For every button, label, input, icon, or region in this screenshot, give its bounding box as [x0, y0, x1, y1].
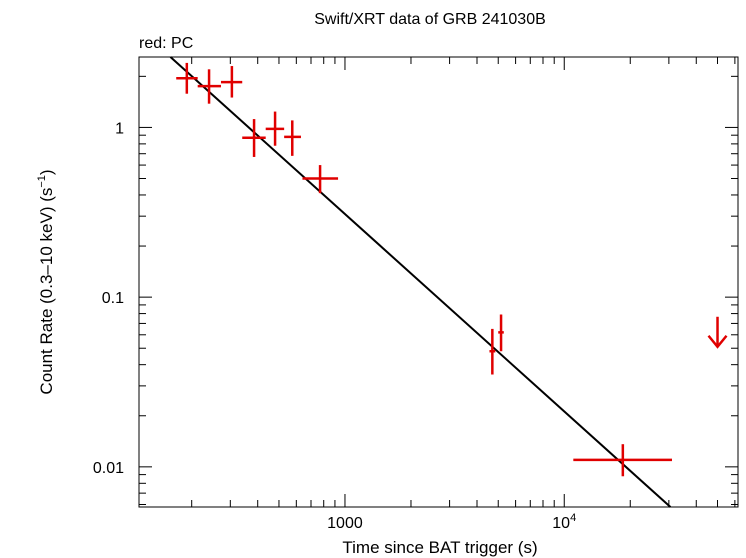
data-point — [498, 314, 504, 352]
data-point — [573, 444, 672, 477]
data-point — [242, 119, 266, 157]
y-axis-label: Count Rate (0.3–10 keV) (s−1) — [36, 169, 56, 394]
y-tick-label: 0.01 — [93, 460, 124, 477]
plot-frame — [138, 56, 739, 508]
data-point — [265, 111, 285, 146]
x-tick-label: 104 — [552, 512, 576, 532]
data-point — [489, 328, 496, 375]
y-tick-label: 1 — [115, 120, 124, 137]
data-point — [284, 120, 301, 156]
x-tick-label: 1000 — [327, 515, 363, 532]
upper-limit-arrow — [707, 316, 728, 349]
upper-limit-head — [707, 334, 728, 349]
y-axis-label-main: Count Rate (0.3–10 keV) (s — [37, 188, 56, 395]
tick-labels: 1000 104 1 0.1 0.01 — [93, 120, 576, 532]
data-points — [176, 62, 728, 477]
y-axis-label-sup: −1 — [36, 175, 48, 188]
model-line — [169, 56, 672, 508]
y-axis-label-end: ) — [37, 169, 56, 175]
chart-subtitle: red: PC — [139, 35, 193, 52]
data-point — [176, 62, 198, 94]
data-point — [197, 69, 221, 104]
data-point — [220, 66, 243, 98]
x-axis-label: Time since BAT trigger (s) — [342, 538, 537, 557]
axis-ticks — [139, 57, 738, 507]
data-point — [302, 165, 339, 194]
chart-title: Swift/XRT data of GRB 241030B — [314, 11, 546, 28]
y-tick-label: 0.1 — [102, 290, 124, 307]
